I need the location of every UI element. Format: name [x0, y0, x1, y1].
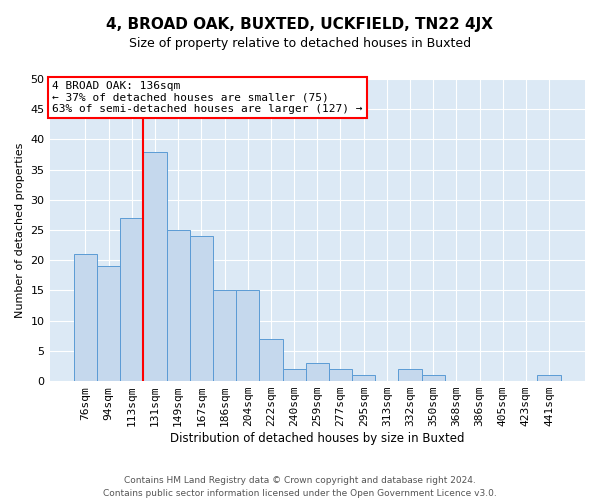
- Bar: [74, 254, 97, 381]
- Bar: [352, 375, 375, 381]
- Bar: [283, 369, 305, 381]
- Bar: [213, 290, 236, 381]
- Bar: [538, 375, 560, 381]
- Bar: [97, 266, 120, 381]
- Bar: [398, 369, 422, 381]
- Y-axis label: Number of detached properties: Number of detached properties: [15, 142, 25, 318]
- Text: Size of property relative to detached houses in Buxted: Size of property relative to detached ho…: [129, 38, 471, 51]
- Text: 4 BROAD OAK: 136sqm
← 37% of detached houses are smaller (75)
63% of semi-detach: 4 BROAD OAK: 136sqm ← 37% of detached ho…: [52, 80, 363, 114]
- Bar: [143, 152, 167, 381]
- Text: Contains HM Land Registry data © Crown copyright and database right 2024.
Contai: Contains HM Land Registry data © Crown c…: [103, 476, 497, 498]
- X-axis label: Distribution of detached houses by size in Buxted: Distribution of detached houses by size …: [170, 432, 464, 445]
- Bar: [259, 339, 283, 381]
- Bar: [190, 236, 213, 381]
- Bar: [422, 375, 445, 381]
- Text: 4, BROAD OAK, BUXTED, UCKFIELD, TN22 4JX: 4, BROAD OAK, BUXTED, UCKFIELD, TN22 4JX: [107, 18, 493, 32]
- Bar: [329, 369, 352, 381]
- Bar: [305, 363, 329, 381]
- Bar: [120, 218, 143, 381]
- Bar: [236, 290, 259, 381]
- Bar: [167, 230, 190, 381]
